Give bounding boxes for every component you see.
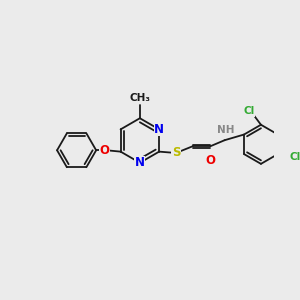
Text: CH₃: CH₃: [129, 93, 150, 103]
Text: Cl: Cl: [290, 152, 300, 162]
Text: N: N: [154, 123, 164, 136]
Text: O: O: [206, 154, 215, 167]
Text: O: O: [99, 144, 109, 157]
Text: NH: NH: [217, 125, 235, 135]
Text: N: N: [135, 156, 145, 169]
Text: Cl: Cl: [243, 106, 254, 116]
Text: S: S: [172, 146, 180, 160]
